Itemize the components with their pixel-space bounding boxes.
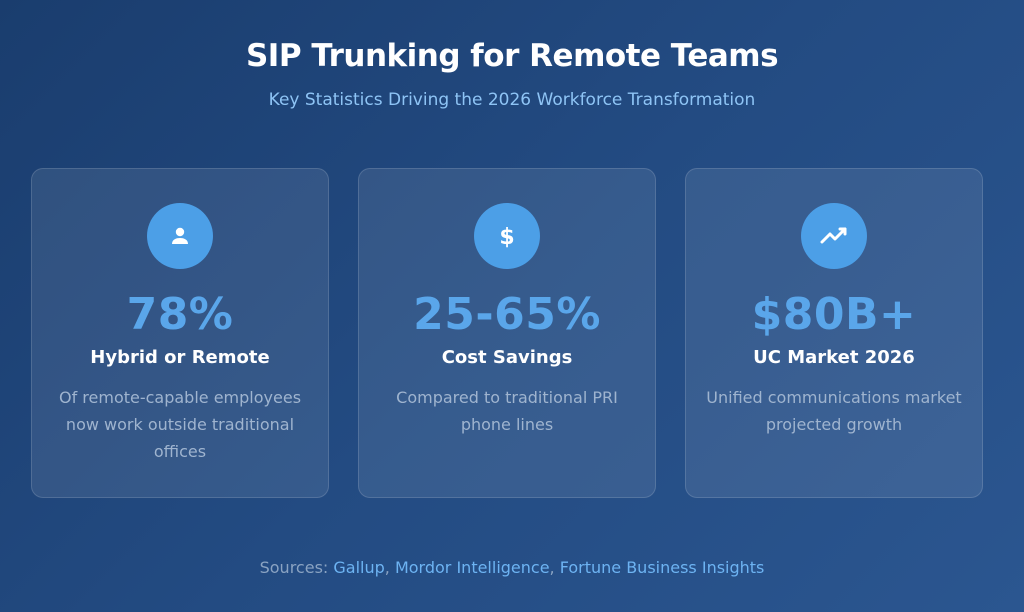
page-subtitle: Key Statistics Driving the 2026 Workforc… <box>268 90 756 110</box>
source-link-gallup[interactable]: Gallup <box>333 558 385 577</box>
sources-prefix: Sources: <box>259 558 329 577</box>
stat-value: 25-65% <box>413 289 601 340</box>
sources-separator: , <box>384 558 395 577</box>
source-link-mordor[interactable]: Mordor Intelligence <box>394 558 550 577</box>
sources-separator: , <box>549 558 560 577</box>
stat-card-uc-market: $80B+ UC Market 2026 Unified communicati… <box>685 168 983 498</box>
stat-label: Hybrid or Remote <box>90 347 270 368</box>
source-link-fortune[interactable]: Fortune Business Insights <box>559 558 765 577</box>
page-title: SIP Trunking for Remote Teams <box>245 38 779 74</box>
dollar-icon: $ <box>474 203 540 269</box>
stat-description: Compared to traditional PRI phone lines <box>396 388 618 434</box>
stat-label: UC Market 2026 <box>753 347 915 368</box>
stat-description: Unified communications market projected … <box>706 388 962 434</box>
stats-cards: 78% Hybrid or Remote Of remote-capable e… <box>31 168 983 498</box>
user-icon <box>147 203 213 269</box>
stat-card-cost-savings: $ 25-65% Cost Savings Compared to tradit… <box>358 168 656 498</box>
svg-text:$: $ <box>499 225 514 250</box>
stat-value: 78% <box>126 289 234 340</box>
stat-value: $80B+ <box>751 289 917 340</box>
header: SIP Trunking for Remote Teams Key Statis… <box>0 0 1024 110</box>
sources-footer: Sources: Gallup, Mordor Intelligence, Fo… <box>0 558 1024 577</box>
stat-card-hybrid-remote: 78% Hybrid or Remote Of remote-capable e… <box>31 168 329 498</box>
trend-up-icon <box>801 203 867 269</box>
stat-label: Cost Savings <box>441 347 573 368</box>
stat-description: Of remote-capable employees now work out… <box>58 388 302 461</box>
